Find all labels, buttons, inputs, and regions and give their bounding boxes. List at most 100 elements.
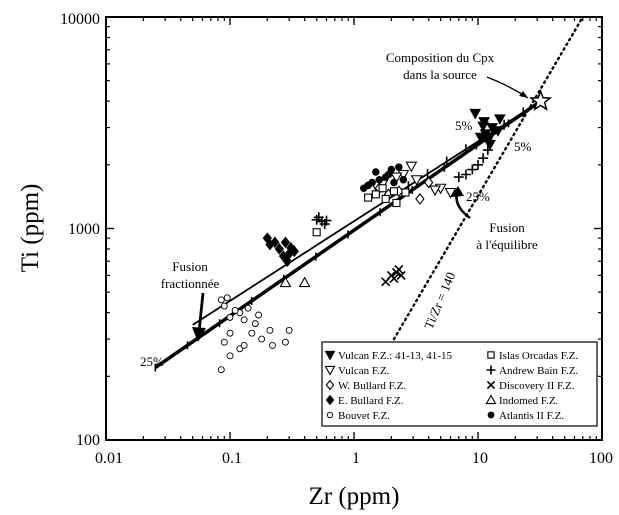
y-tick-label: 1000 [68,221,100,238]
data-point [248,329,256,337]
data-point [217,296,225,304]
data-point [266,326,274,334]
axis-ticks [105,16,603,441]
data-point [473,159,483,170]
data-points [154,97,542,374]
fractional-pointer-arrow [197,292,205,333]
data-point [251,320,259,328]
data-point [217,366,225,374]
cpx-annotation-line2: dans la source [403,67,477,82]
cpx-annotation-line1: Composition du Cpx [386,50,495,65]
data-point [312,228,321,237]
data-point [269,341,276,349]
data-point [384,170,393,179]
data-point [484,139,496,151]
legend-label: Atlantis II F.Z. [499,410,564,422]
data-point [390,172,403,184]
data-point [415,193,425,205]
data-point [311,214,322,225]
legend-label: W. Bullard F.Z. [338,380,406,392]
equilibrium-annotation-line1: Fusion [489,220,525,235]
data-point [396,270,406,280]
data-point [410,175,423,186]
data-point [381,194,390,203]
data-point [274,243,284,255]
data-point [319,219,330,230]
legend-marker [485,394,497,405]
data-point [405,161,418,173]
data-point [392,198,401,208]
equilibrium-melting-line [192,100,542,326]
x-tick-label: 1 [352,450,360,467]
legend: Vulcan F.Z.: 41-13, 41-15 Vulcan F.Z. W.… [321,341,598,427]
pct-label-25-equilibrium: 25% [466,189,490,204]
data-point [231,306,239,314]
data-point [479,129,492,140]
legend-label: Andrew Bain F.Z. [499,365,578,377]
data-point [244,304,252,312]
data-point [281,338,289,346]
data-point [394,264,404,275]
data-point [389,187,399,196]
data-point [226,329,234,337]
data-point [258,335,266,343]
x-tick-label: 0.01 [95,450,123,467]
legend-marker [324,350,336,361]
fractional-arrowhead-icon [192,327,206,342]
data-point [429,185,441,197]
fractional-annotation-line2: fractionnée [161,276,220,291]
data-point [378,184,387,193]
data-point [469,108,482,120]
data-point [220,338,228,346]
data-point [467,164,478,175]
legend-marker [487,351,495,359]
legend-label: Vulcan F.Z. [338,365,390,377]
data-point [220,302,228,310]
x-tick-label: 10 [472,450,488,467]
y-tick-label: 10000 [60,11,100,28]
data-point [280,236,291,249]
x-tick-label: 100 [589,450,613,467]
legend-marker [324,365,336,376]
data-point [313,212,324,223]
legend-marker [325,379,335,391]
data-point [372,168,380,176]
legend-marker [486,380,496,390]
data-point [395,163,403,171]
y-axis-label: Ti (ppm) [17,184,44,273]
pct-label-25-fractional: 25% [140,354,164,369]
data-point [399,176,408,184]
data-point [460,169,471,180]
data-point [375,176,384,184]
data-point [255,311,263,319]
ti-zr-ratio-line [392,15,584,341]
data-point [493,114,506,125]
legend-marker [325,394,335,406]
pct-label-5-equilibrium: 5% [514,139,532,154]
legend-label: Islas Orcadas F.Z. [499,350,578,362]
legend-markers [324,350,497,419]
legend-label: Vulcan F.Z.: 41-13, 41-15 [338,350,452,362]
data-point [371,190,380,199]
legend-marker [487,411,495,419]
data-point [423,176,434,189]
fractional-annotation-line1: Fusion [172,259,208,274]
data-point [285,326,293,334]
data-point [390,178,398,187]
data-point [270,236,280,249]
data-point [279,276,292,288]
legend-label: Discovery II F.Z. [499,380,575,392]
data-point [444,187,457,199]
data-point [240,341,248,349]
legend-box [321,341,598,427]
legend-marker [486,365,496,375]
data-point [389,273,399,284]
data-point [298,276,311,288]
data-point [226,313,234,321]
legend-label: Indomed F.Z. [499,395,559,407]
data-point [223,294,231,302]
data-point [226,352,234,360]
pct-label-5-fractional: 5% [455,118,473,133]
x-tick-label: 0.1 [222,450,242,467]
legend-marker [326,411,334,419]
